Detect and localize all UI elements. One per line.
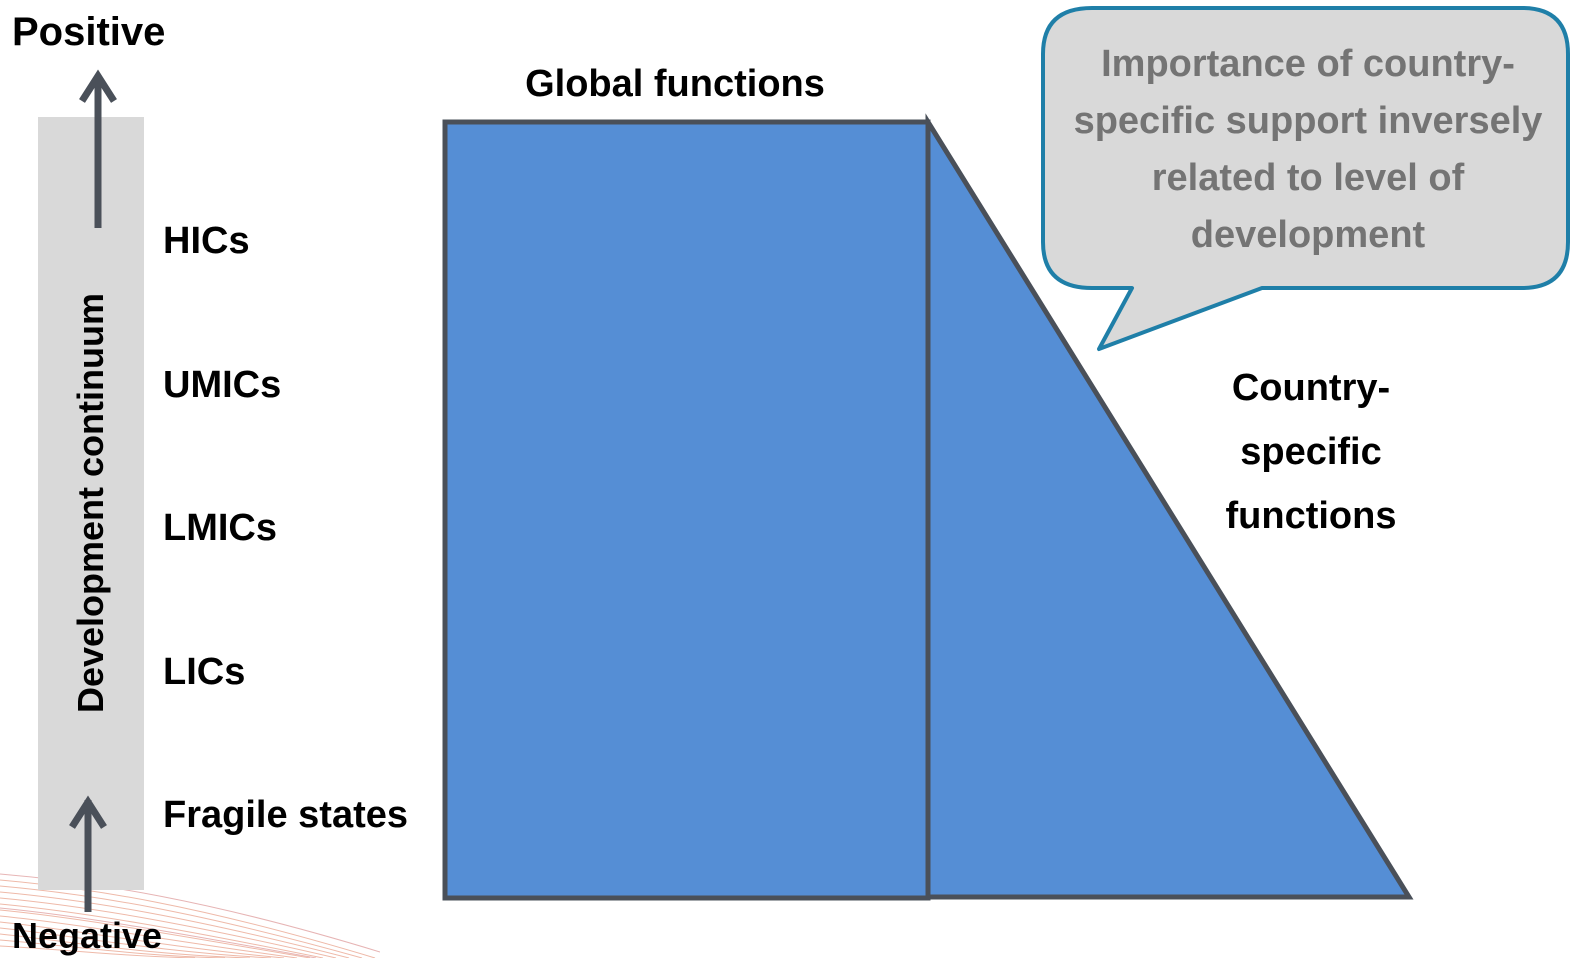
level-fragile-states: Fragile states — [163, 794, 408, 836]
level-lics: LICs — [163, 651, 246, 693]
upper-arrow-head — [79, 69, 117, 103]
callout-shape — [1041, 6, 1570, 351]
positive-label: Positive — [12, 10, 166, 54]
country-specific-functions-label: Country-specific functions — [1225, 367, 1397, 537]
global-functions-title: Global functions — [525, 63, 825, 105]
lower-arrow-head — [69, 795, 107, 829]
level-umics: UMICs — [163, 364, 282, 406]
development-continuum-bar — [38, 117, 144, 890]
level-lmics: LMICs — [163, 507, 277, 549]
decorative-wave-lines — [0, 873, 380, 958]
negative-label: Negative — [12, 915, 163, 956]
level-hics: HICs — [163, 220, 250, 262]
callout-text: Importance of country-specific support i… — [1073, 43, 1543, 256]
global-functions-shape — [442, 119, 931, 901]
